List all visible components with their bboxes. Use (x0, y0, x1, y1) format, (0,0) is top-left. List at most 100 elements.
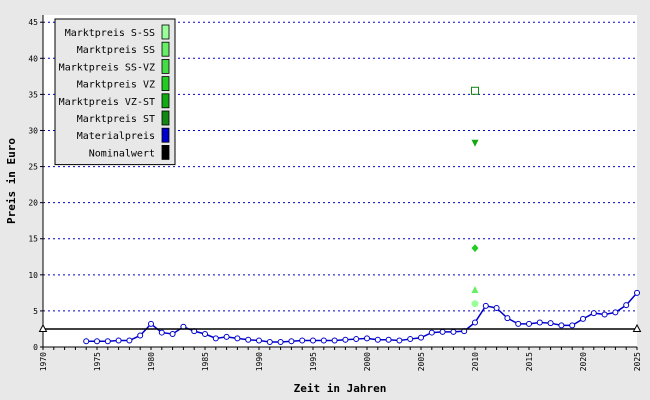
y-tick-label: 35 (28, 90, 38, 99)
materialpreis-point (353, 336, 360, 343)
legend-swatch (161, 59, 170, 74)
materialpreis-point (364, 335, 370, 342)
x-axis-label: Zeit in Jahren (294, 382, 387, 395)
materialpreis-point (515, 320, 522, 327)
nominalwert-marker (38, 323, 48, 332)
materialpreis-point (634, 289, 640, 296)
legend-swatch (161, 24, 170, 40)
materialpreis-point (94, 338, 100, 345)
materialpreis-point (482, 302, 489, 309)
legend-label: Marktpreis ST (77, 114, 155, 125)
x-tick-label: 1975 (93, 352, 102, 371)
materialpreis-point (536, 319, 543, 326)
materialpreis-point (580, 315, 586, 322)
legend-label: Marktpreis SS-VZ (59, 62, 155, 73)
x-tick-label: 1970 (39, 352, 48, 371)
x-tick-label: 1995 (309, 352, 318, 371)
x-tick-label: 2000 (363, 352, 372, 371)
materialpreis-point (612, 309, 619, 316)
legend-swatch (161, 76, 170, 91)
y-tick-label: 40 (28, 54, 38, 63)
materialpreis-point (623, 302, 630, 309)
market-point-marktpreis-s-ss (471, 300, 479, 308)
nominalwert-marker (632, 323, 642, 332)
materialpreis-point (256, 337, 262, 344)
series-layer (38, 289, 642, 345)
materialpreis-point (115, 337, 122, 344)
y-tick-label: 20 (28, 199, 38, 208)
materialpreis-point (299, 337, 306, 344)
materialpreis-point (558, 322, 565, 329)
market-point-marktpreis-st (471, 86, 479, 95)
materialpreis-point (547, 320, 554, 327)
market-points-layer (471, 86, 479, 308)
x-tick-label: 2020 (579, 352, 588, 371)
legend-swatch (161, 93, 170, 109)
materialpreis-point (104, 338, 111, 345)
materialpreis-point (266, 338, 273, 345)
y-tick-labels: 0 5 10 15 20 25 30 35 40 45 (28, 18, 43, 352)
materialpreis-point (202, 331, 208, 338)
materialpreis-point (137, 332, 144, 339)
market-point-marktpreis-vz (471, 139, 479, 147)
materialpreis-point (310, 337, 316, 344)
legend-label: Marktpreis VZ (77, 80, 155, 91)
materialpreis-point (83, 338, 90, 345)
materialpreis-point (396, 337, 403, 344)
materialpreis-point (277, 338, 284, 345)
x-tick-label: 2005 (417, 352, 426, 371)
y-tick-label: 25 (28, 163, 38, 172)
x-tick-label: 1980 (147, 352, 156, 371)
legend-label: Marktpreis SS (77, 45, 155, 56)
legend-label: Materialpreis (77, 131, 155, 142)
legend-label: Marktpreis VZ-ST (59, 97, 155, 108)
materialpreis-point (288, 338, 295, 345)
market-point-marktpreis-ss-vz (471, 244, 479, 253)
y-tick-label: 15 (28, 235, 38, 244)
legend-swatch (161, 110, 170, 126)
legend-swatch (161, 144, 170, 160)
materialpreis-point (450, 328, 457, 335)
materialpreis-point (342, 336, 349, 343)
materialpreis-point (148, 320, 154, 327)
y-tick-label: 10 (28, 271, 38, 280)
legend: Marktpreis S-SS Marktpreis SS Marktpreis S… (54, 18, 176, 166)
materialpreis-point (374, 336, 381, 343)
y-tick-label: 0 (33, 343, 38, 352)
y-tick-label: 5 (33, 307, 38, 316)
legend-box (54, 18, 176, 166)
grid-lines (43, 21, 637, 312)
y-tick-label: 30 (28, 126, 38, 135)
y-axis-label: Preis in Euro (5, 138, 18, 224)
materialpreis-point (418, 334, 424, 341)
materialpreis-point (472, 319, 478, 326)
legend-swatch (161, 41, 170, 57)
materialpreis-point (407, 336, 414, 343)
materialpreis-point (493, 305, 500, 312)
market-point-marktpreis-ss (471, 285, 479, 293)
materialpreis-point (569, 322, 576, 329)
materialpreis-point (590, 310, 597, 317)
materialpreis-point (169, 331, 176, 338)
materialpreis-point (126, 337, 133, 344)
materialpreis-point (601, 311, 608, 318)
axes (42, 15, 637, 348)
x-tick-label: 2015 (525, 352, 534, 371)
x-tick-label: 1985 (201, 352, 210, 371)
materialpreis-point (428, 329, 435, 336)
materialpreis-point (158, 329, 165, 336)
legend-label: Nominalwert (89, 148, 155, 159)
x-tick-label: 2010 (471, 352, 480, 371)
x-tick-label: 2025 (633, 352, 642, 371)
materialpreis-point (385, 336, 392, 343)
materialpreis-point (320, 337, 327, 344)
materialpreis-point (245, 336, 252, 343)
materialpreis-point (234, 335, 241, 342)
materialpreis-point (331, 337, 338, 344)
materialpreis-point (439, 328, 446, 335)
y-tick-label: 45 (28, 18, 38, 27)
legend-swatch (161, 127, 170, 143)
x-tick-label: 1990 (255, 352, 264, 371)
